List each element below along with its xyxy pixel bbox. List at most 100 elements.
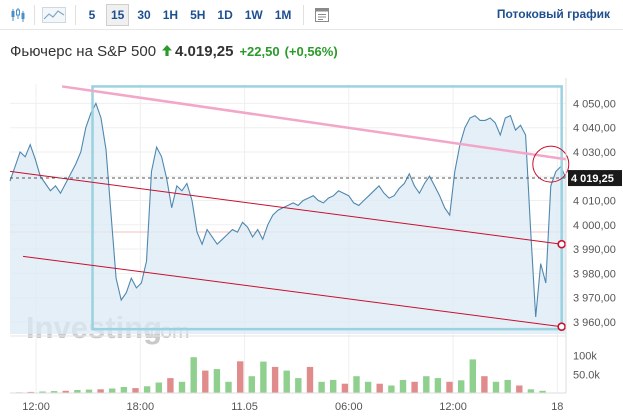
volume-bar bbox=[516, 385, 523, 393]
timeframe-15[interactable]: 15 bbox=[106, 3, 130, 26]
timeframe-5[interactable]: 5 bbox=[88, 7, 96, 22]
instrument-header: Фьючерс на S&P 500 4.019,25 +22,50 (+0,5… bbox=[10, 43, 338, 60]
candlestick-icon[interactable] bbox=[6, 4, 30, 26]
volume-bar bbox=[318, 381, 325, 393]
x-tick-label: 18:00 bbox=[127, 401, 155, 413]
stream-chart-link[interactable]: Потоковый график bbox=[496, 7, 610, 21]
drawings bbox=[9, 85, 570, 332]
timeframe-1w[interactable]: 1W bbox=[244, 7, 263, 22]
axes: 3 960,00 3 970,00 3 980,00 3 990,00 4 000,00… bbox=[10, 78, 622, 413]
price-area-fill bbox=[10, 103, 566, 335]
volume-bar bbox=[167, 378, 174, 393]
volume-bar bbox=[178, 381, 186, 393]
x-tick-label: 18 bbox=[551, 401, 563, 413]
timeframe-1h[interactable]: 1H bbox=[162, 7, 179, 22]
last-price: 4.019,25 bbox=[175, 43, 234, 60]
chart-toolbar: 5 15 30 1H 5H 1D 1W 1M Потоковый график bbox=[0, 0, 623, 30]
volume-bar bbox=[411, 381, 418, 393]
volume-bar bbox=[132, 388, 139, 393]
volume-bar bbox=[423, 376, 430, 393]
volume-bar bbox=[527, 389, 535, 393]
volume-bar bbox=[97, 389, 104, 393]
chart-settings-icon[interactable] bbox=[310, 4, 334, 26]
volume-bar bbox=[155, 382, 162, 393]
volume-bar bbox=[225, 381, 232, 393]
volume-bar bbox=[388, 385, 395, 393]
volume-bar bbox=[74, 390, 81, 393]
timeframe-selector: 5 15 30 1H 5H 1D 1W 1M bbox=[82, 3, 299, 26]
volume-bar bbox=[446, 381, 453, 393]
volume-bar bbox=[481, 376, 488, 393]
volume-bar bbox=[353, 376, 360, 393]
toolbar-divider bbox=[75, 4, 76, 25]
timeframe-1d[interactable]: 1D bbox=[217, 7, 233, 22]
volume-bar bbox=[306, 366, 314, 393]
up-arrow-icon bbox=[162, 43, 173, 56]
volume-bar bbox=[27, 391, 34, 393]
volume-bar bbox=[120, 387, 128, 393]
timeframe-1m[interactable]: 1M bbox=[274, 7, 292, 22]
volume-bar bbox=[434, 378, 442, 393]
volume-bar bbox=[469, 359, 476, 393]
y-tick-label: 3 990,00 bbox=[573, 244, 616, 256]
volume-bar bbox=[202, 370, 209, 393]
volume-bar bbox=[213, 369, 221, 393]
volume-bar bbox=[364, 381, 372, 393]
x-tick-label: 12:00 bbox=[439, 401, 467, 413]
volume-bar bbox=[109, 388, 116, 393]
trendline-handle bbox=[557, 239, 566, 249]
volume-bar bbox=[539, 390, 546, 393]
y-tick-label: 4 050,00 bbox=[573, 98, 616, 110]
volume-bar bbox=[85, 389, 93, 393]
x-tick-label: 12:00 bbox=[22, 401, 50, 413]
toolbar-divider bbox=[34, 4, 35, 25]
volume-bar bbox=[330, 379, 337, 393]
instrument-name: Фьючерс на S&P 500 bbox=[10, 43, 157, 60]
y-tick-label: 4 000,00 bbox=[573, 220, 616, 232]
current-price-badge bbox=[568, 170, 622, 187]
volume-bar bbox=[492, 381, 500, 393]
volume-bar bbox=[458, 380, 465, 393]
volume-bars bbox=[16, 357, 546, 393]
pink-trendline bbox=[61, 85, 567, 161]
volume-bar bbox=[248, 376, 255, 393]
volume-bar bbox=[50, 391, 58, 393]
volume-bar bbox=[376, 383, 383, 393]
volume-bar bbox=[143, 386, 151, 393]
volume-tick-label: 50.0k bbox=[573, 369, 600, 381]
x-tick-label: 06:00 bbox=[335, 401, 363, 413]
selection-box bbox=[91, 85, 563, 331]
y-tick-label: 4 030,00 bbox=[573, 147, 616, 159]
y-tick-label: 3 970,00 bbox=[573, 293, 616, 305]
volume-bar bbox=[271, 366, 279, 393]
volume-bar bbox=[295, 378, 302, 393]
volume-bar bbox=[237, 361, 244, 393]
volume-bar bbox=[39, 391, 46, 393]
price-change: +22,50 bbox=[239, 44, 280, 59]
red-line-upper bbox=[9, 170, 562, 245]
highlight-circle bbox=[532, 145, 570, 183]
price-change-percent: (+0,56%) bbox=[284, 44, 338, 59]
volume-bar bbox=[399, 379, 407, 393]
volume-bar bbox=[260, 361, 267, 393]
y-tick-label: 4 040,00 bbox=[573, 123, 616, 135]
timeframe-5h[interactable]: 5H bbox=[190, 7, 206, 22]
x-tick-label: 11.05 bbox=[231, 401, 258, 413]
trendline-handle bbox=[557, 322, 566, 332]
price-series bbox=[9, 102, 567, 335]
y-tick-label: 3 960,00 bbox=[573, 317, 616, 329]
volume-bar bbox=[341, 383, 349, 393]
volume-tick-label: 100k bbox=[573, 351, 597, 363]
y-tick-label: 3 980,00 bbox=[573, 268, 616, 280]
area-chart-icon[interactable] bbox=[39, 4, 69, 26]
timeframe-30[interactable]: 30 bbox=[137, 7, 151, 22]
current-price-label: 4 019,25 bbox=[571, 173, 614, 185]
volume-bar bbox=[504, 379, 511, 393]
price-line bbox=[9, 102, 567, 318]
y-tick-label: 4 010,00 bbox=[573, 196, 616, 208]
volume-bar bbox=[283, 370, 290, 393]
volume-bar bbox=[62, 390, 69, 393]
red-line-lower bbox=[22, 255, 562, 328]
